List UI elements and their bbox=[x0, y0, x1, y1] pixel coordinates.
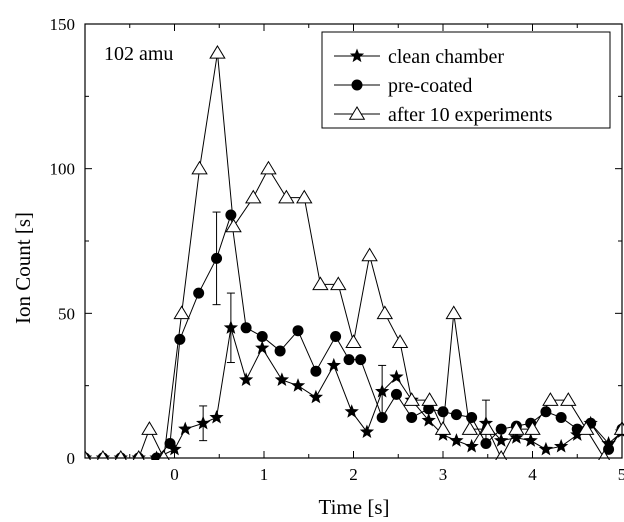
data-point-series-2 bbox=[211, 253, 222, 264]
data-point-series-2 bbox=[293, 325, 304, 336]
data-point-series-2 bbox=[310, 366, 321, 377]
data-point-series-3 bbox=[422, 393, 437, 405]
data-point-series-3 bbox=[543, 393, 558, 405]
x-tick-label: 4 bbox=[528, 465, 537, 484]
data-point-series-2 bbox=[330, 331, 341, 342]
data-point-series-2 bbox=[193, 288, 204, 299]
legend-label: after 10 experiments bbox=[388, 104, 553, 126]
y-tick-label: 0 bbox=[67, 449, 76, 468]
legend-label: pre-coated bbox=[388, 75, 472, 97]
data-point-series-3 bbox=[279, 191, 294, 203]
data-point-series-2 bbox=[174, 334, 185, 345]
data-point-series-2 bbox=[241, 322, 252, 333]
data-point-series-2 bbox=[496, 424, 507, 435]
data-point-series-1 bbox=[554, 439, 568, 453]
data-point-series-3 bbox=[174, 306, 189, 318]
data-point-series-3 bbox=[210, 46, 225, 58]
data-point-series-2 bbox=[257, 331, 268, 342]
data-point-series-2 bbox=[556, 412, 567, 423]
data-point-series-2 bbox=[438, 406, 449, 417]
data-point-series-1 bbox=[255, 341, 269, 355]
data-point-series-2 bbox=[451, 409, 462, 420]
data-point-series-1 bbox=[327, 358, 341, 372]
data-point-series-1 bbox=[539, 442, 553, 456]
data-point-series-3 bbox=[509, 422, 524, 434]
data-point-series-1 bbox=[360, 424, 374, 438]
data-point-series-3 bbox=[142, 422, 157, 434]
x-tick-label: 1 bbox=[260, 465, 269, 484]
data-point-series-2 bbox=[406, 412, 417, 423]
data-point-series-1 bbox=[389, 369, 403, 383]
annotation-label: 102 amu bbox=[104, 43, 173, 65]
data-point-series-3 bbox=[313, 277, 328, 289]
data-point-series-2 bbox=[377, 412, 388, 423]
data-point-series-3 bbox=[393, 335, 408, 347]
x-axis-title: Time [s] bbox=[319, 495, 390, 519]
data-point-series-3 bbox=[261, 162, 276, 174]
data-point-series-2 bbox=[480, 438, 491, 449]
data-point-series-3 bbox=[192, 162, 207, 174]
legend-label: clean chamber bbox=[388, 46, 504, 68]
data-point-series-2 bbox=[344, 354, 355, 365]
x-tick-label: 0 bbox=[170, 465, 179, 484]
data-point-series-3 bbox=[446, 306, 461, 318]
data-point-series-2 bbox=[275, 345, 286, 356]
x-tick-label: 2 bbox=[349, 465, 358, 484]
data-point-series-3 bbox=[561, 393, 576, 405]
data-point-series-1 bbox=[449, 433, 463, 447]
data-point-series-1 bbox=[345, 404, 359, 418]
data-point-series-3 bbox=[346, 335, 361, 347]
data-point-series-3 bbox=[297, 191, 312, 203]
data-point-series-2 bbox=[355, 354, 366, 365]
x-tick-label: 3 bbox=[439, 465, 448, 484]
data-point-series-1 bbox=[178, 422, 192, 436]
legend-marker bbox=[352, 80, 363, 91]
data-point-series-2 bbox=[225, 209, 236, 220]
data-point-series-3 bbox=[494, 451, 509, 463]
data-point-series-3 bbox=[331, 277, 346, 289]
y-tick-label: 50 bbox=[58, 304, 75, 323]
x-tick-label: 5 bbox=[618, 465, 624, 484]
data-point-series-2 bbox=[391, 389, 402, 400]
data-point-series-1 bbox=[239, 372, 253, 386]
data-point-series-1 bbox=[209, 410, 223, 424]
data-point-series-1 bbox=[465, 439, 479, 453]
data-point-series-3 bbox=[246, 191, 261, 203]
data-point-series-1 bbox=[524, 433, 538, 447]
y-tick-label: 150 bbox=[50, 15, 76, 34]
data-point-series-3 bbox=[377, 306, 392, 318]
legend: clean chamber pre-coated after 10 experime… bbox=[322, 32, 610, 128]
data-point-series-3 bbox=[436, 422, 451, 434]
y-tick-label: 100 bbox=[50, 160, 76, 179]
data-point-series-3 bbox=[362, 248, 377, 260]
data-point-series-1 bbox=[309, 390, 323, 404]
data-point-series-1 bbox=[291, 378, 305, 392]
y-axis-title: Ion Count [s] bbox=[11, 212, 35, 324]
data-point-series-1 bbox=[275, 372, 289, 386]
